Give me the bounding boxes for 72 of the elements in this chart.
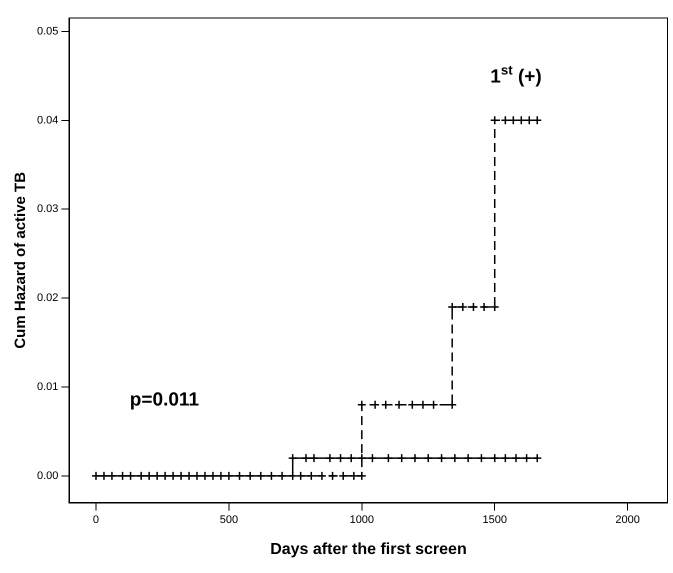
point: [208, 471, 218, 481]
point: [160, 471, 170, 481]
point: [107, 471, 117, 481]
point: [306, 471, 316, 481]
point: [152, 471, 162, 481]
y-tick-label: 0.04: [36, 114, 58, 126]
point: [336, 453, 346, 463]
point: [500, 453, 510, 463]
point: [522, 453, 532, 463]
point: [126, 471, 136, 481]
point: [368, 453, 378, 463]
annotation: p=0.011: [130, 390, 200, 411]
point: [479, 302, 489, 312]
point: [447, 400, 457, 410]
point: [192, 471, 202, 481]
point: [91, 471, 101, 481]
y-tick-label: 0.03: [36, 203, 58, 216]
point: [468, 302, 478, 312]
point: [357, 453, 367, 463]
point: [224, 471, 234, 481]
point: [458, 302, 468, 312]
point: [424, 453, 434, 463]
point: [511, 453, 521, 463]
point: [328, 471, 338, 481]
point: [410, 453, 420, 463]
point: [144, 471, 154, 481]
point: [447, 302, 457, 312]
x-tick-label: 2000: [615, 514, 640, 526]
point: [296, 471, 306, 481]
x-tick-label: 0: [92, 514, 100, 526]
point: [357, 471, 367, 481]
x-tick-label: 1000: [350, 514, 374, 526]
point: [301, 453, 311, 463]
point: [136, 471, 146, 481]
point: [384, 453, 394, 463]
point: [346, 453, 356, 463]
point: [245, 471, 255, 481]
point: [338, 471, 348, 481]
point: [118, 471, 128, 481]
point: [234, 471, 244, 481]
point: [184, 471, 194, 481]
point: [99, 471, 109, 481]
y-tick-label: 0.01: [36, 381, 58, 394]
point: [532, 453, 542, 463]
point: [288, 471, 298, 481]
x-axis-title: Days after the first screen: [270, 540, 467, 558]
y-tick-label: 0.02: [36, 292, 58, 304]
x-tick-label: 500: [220, 514, 238, 526]
y-tick-label: 0.00: [36, 470, 58, 482]
y-axis-title: Cum Hazard of active TB: [12, 172, 30, 349]
point: [476, 453, 486, 463]
point: [256, 471, 266, 481]
point: [200, 471, 210, 481]
point: [490, 453, 500, 463]
point: [176, 471, 186, 481]
point: [490, 302, 500, 312]
point: [309, 453, 319, 463]
point: [325, 453, 335, 463]
point: [168, 471, 178, 481]
point: [396, 453, 406, 463]
point: [349, 471, 359, 481]
point: [288, 453, 298, 463]
y-tick-label: 0.05: [36, 25, 58, 38]
point: [317, 471, 327, 481]
point: [357, 400, 367, 410]
point: [463, 453, 473, 463]
point: [450, 453, 460, 463]
x-tick-label: 1500: [482, 514, 507, 526]
point: [216, 471, 226, 481]
point: [266, 471, 276, 481]
point: [436, 453, 446, 463]
point: [277, 471, 287, 481]
